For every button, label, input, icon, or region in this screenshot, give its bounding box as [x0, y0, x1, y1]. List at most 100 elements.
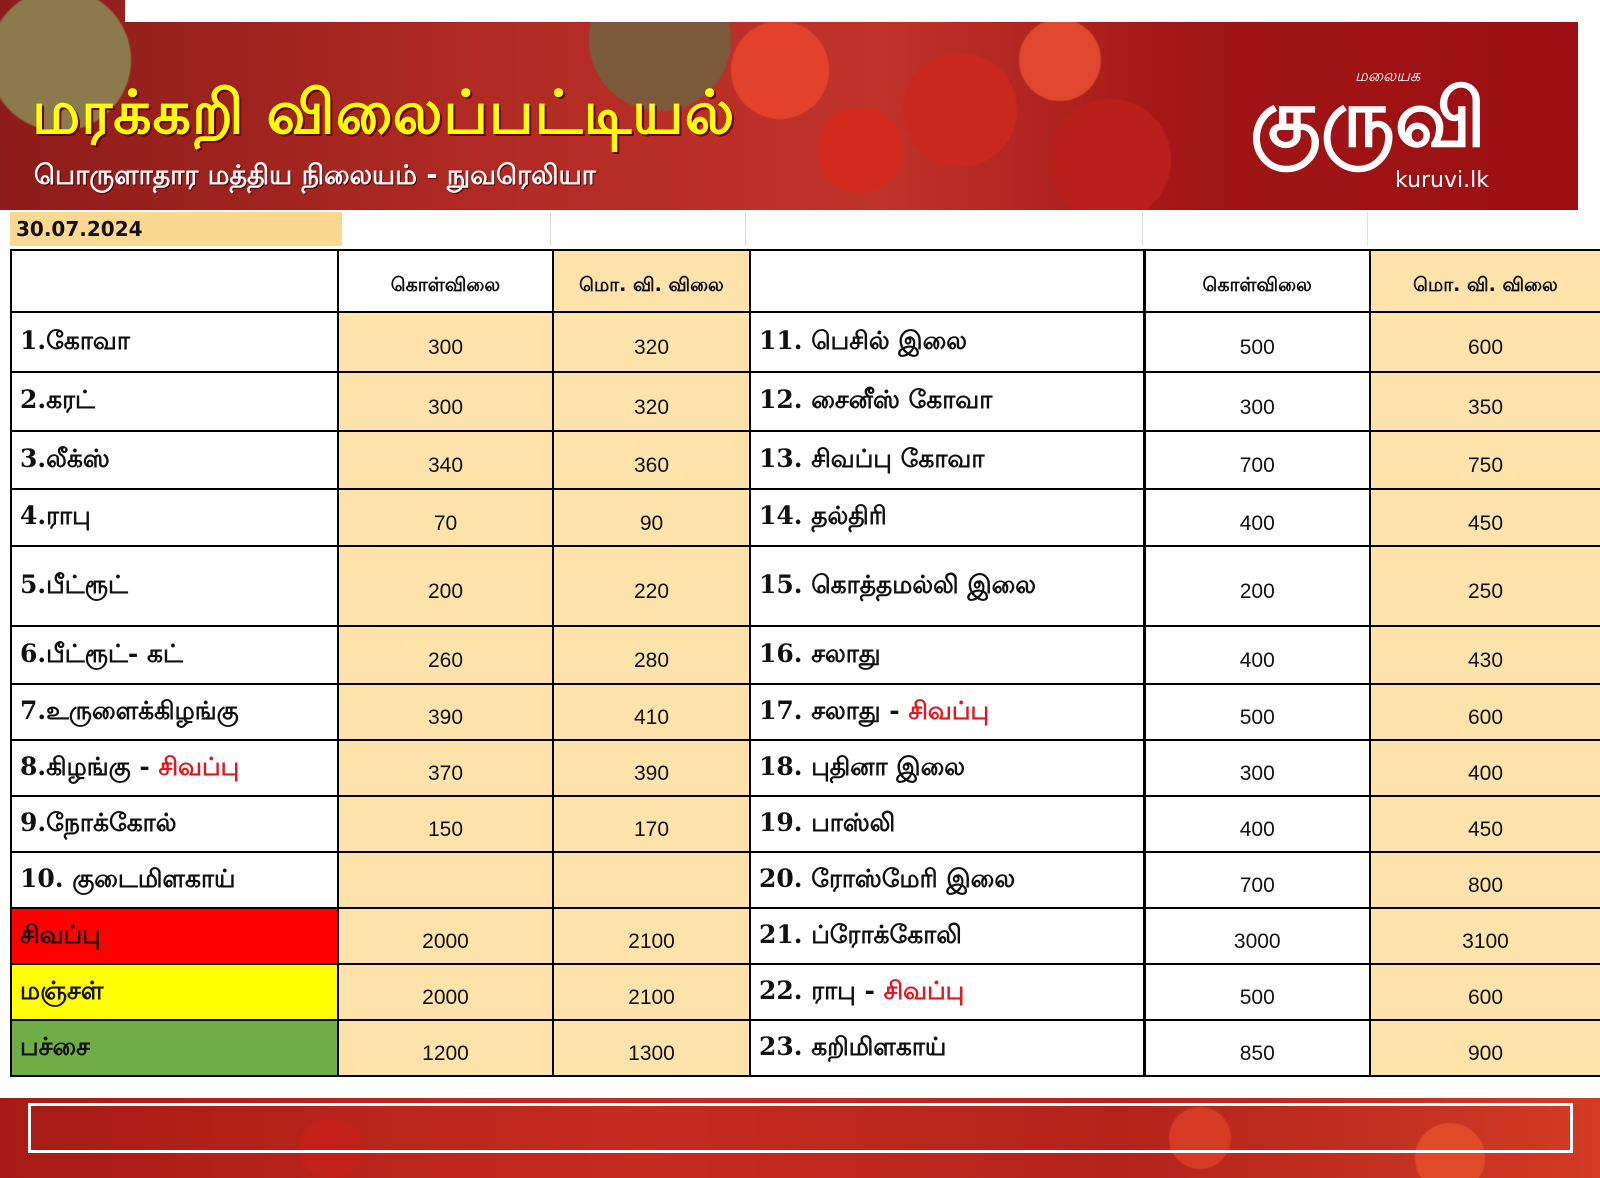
- price-date: 30.07.2024: [10, 212, 342, 246]
- item-name-right: 12. சைனீஸ் கோவா: [749, 371, 1146, 432]
- banner-frame-right: [1578, 0, 1600, 210]
- retail-price-left: 390: [552, 739, 751, 797]
- retail-price-left: [552, 851, 751, 909]
- wholesale-price-right: 500: [1143, 963, 1371, 1021]
- header-banner: [0, 0, 1600, 210]
- item-name-left: மஞ்சள்: [10, 963, 339, 1021]
- wholesale-price-left: 150: [337, 795, 554, 853]
- retail-price-right: 400: [1369, 739, 1600, 797]
- item-name-right: 16. சலாது: [749, 625, 1146, 685]
- table-row: 10. குடைமிளகாய் 20. ரோஸ்மேரி இலை 700 800: [10, 851, 1600, 909]
- item-name-right: 21. ப்ரோக்கோலி: [749, 907, 1146, 965]
- item-name-right: 19. பாஸ்லி: [749, 795, 1146, 853]
- header-blank-left: [10, 249, 339, 313]
- item-name-right: 23. கறிமிளகாய்: [749, 1019, 1146, 1077]
- item-label: 23. கறிமிளகாய்: [759, 1031, 947, 1061]
- item-label: 19. பாஸ்லி: [759, 807, 896, 837]
- item-label: 18. புதினா இலை: [759, 751, 966, 781]
- item-label-red: சிவப்பு: [158, 751, 240, 781]
- item-name-right: 13. சிவப்பு கோவா: [749, 430, 1146, 490]
- retail-price-right: 600: [1369, 683, 1600, 741]
- retail-price-left: 1300: [552, 1019, 751, 1077]
- wholesale-price-left: 2000: [337, 907, 554, 965]
- item-label-red: சிவப்பு: [883, 975, 965, 1005]
- retail-price-left: 320: [552, 311, 751, 373]
- wholesale-price-left: 260: [337, 625, 554, 685]
- item-label: மஞ்சள்: [20, 975, 104, 1005]
- item-name-left: 8.கிழங்கு - சிவப்பு: [10, 739, 339, 797]
- item-name-left: 4.ராபு: [10, 488, 339, 547]
- wholesale-price-left: 370: [337, 739, 554, 797]
- item-label: 7.உருளைக்கிழங்கு: [20, 695, 239, 725]
- table-row: மஞ்சள் 2000 2100 22. ராபு - சிவப்பு 500 600: [10, 963, 1600, 1021]
- kuruvi-logo: மலையக குருவி kuruvi.lk: [1250, 66, 1500, 196]
- retail-price-right: 450: [1369, 488, 1600, 547]
- header-blank-right: [749, 249, 1146, 313]
- retail-price-right: 450: [1369, 795, 1600, 853]
- wholesale-price-left: [337, 851, 554, 909]
- item-label: 4.ராபு: [20, 501, 91, 530]
- wholesale-price-right: 300: [1143, 739, 1371, 797]
- wholesale-price-right: 700: [1143, 851, 1371, 909]
- retail-price-left: 2100: [552, 963, 751, 1021]
- item-label: 13. சிவப்பு கோவா: [759, 443, 985, 473]
- item-name-left: 1.கோவா: [10, 311, 339, 373]
- retail-price-right: 430: [1369, 625, 1600, 685]
- item-label: 22. ராபு -: [759, 975, 884, 1005]
- header-row: கொள்விலை மொ. வி. விலை கொள்விலை மொ. வி. வ…: [10, 249, 1600, 313]
- retail-price-right: 600: [1369, 311, 1600, 373]
- item-label: பச்சை: [20, 1031, 90, 1061]
- retail-price-left: 170: [552, 795, 751, 853]
- wholesale-price-left: 2000: [337, 963, 554, 1021]
- wholesale-price-left: 200: [337, 545, 554, 627]
- item-label: 16. சலாது: [759, 638, 881, 668]
- item-name-left: 10. குடைமிளகாய்: [10, 851, 339, 909]
- banner-frame: [125, 0, 1600, 22]
- wholesale-price-right: 400: [1143, 625, 1371, 685]
- item-label: 12. சைனீஸ் கோவா: [759, 385, 993, 414]
- table-row: பச்சை 1200 1300 23. கறிமிளகாய் 850 900: [10, 1019, 1600, 1077]
- item-name-right: 11. பெசில் இலை: [749, 311, 1146, 373]
- item-label: 9.நோக்கோல்: [20, 807, 177, 837]
- table-row: 4.ராபு 70 90 14. தல்திரி 400 450: [10, 488, 1600, 547]
- item-name-right: 20. ரோஸ்மேரி இலை: [749, 851, 1146, 909]
- item-name-left: 2.கரட்: [10, 371, 339, 432]
- retail-price-left: 410: [552, 683, 751, 741]
- item-name-left: பச்சை: [10, 1019, 339, 1077]
- item-label: 15. கொத்தமல்லி இலை: [759, 569, 1037, 599]
- retail-price-left: 90: [552, 488, 751, 547]
- retail-price-right: 750: [1369, 430, 1600, 490]
- footer-frame: [28, 1103, 1573, 1153]
- wholesale-price-right: 500: [1143, 683, 1371, 741]
- wholesale-price-left: 340: [337, 430, 554, 490]
- retail-price-right: 900: [1369, 1019, 1600, 1077]
- logo-domain: kuruvi.lk: [1395, 168, 1489, 193]
- item-name-left: சிவப்பு: [10, 907, 339, 965]
- item-label: 5.பீட்ரூட்: [20, 569, 128, 599]
- table-row: 9.நோக்கோல் 150 170 19. பாஸ்லி 400 450: [10, 795, 1600, 853]
- wholesale-price-right: 850: [1143, 1019, 1371, 1077]
- item-name-left: 6.பீட்ரூட்- கட்: [10, 625, 339, 685]
- table-row: 5.பீட்ரூட் 200 220 15. கொத்தமல்லி இலை 200 250: [10, 545, 1600, 627]
- item-name-right: 15. கொத்தமல்லி இலை: [749, 545, 1146, 627]
- item-label: 11. பெசில் இலை: [759, 325, 968, 355]
- item-label: 3.லீக்ஸ்: [20, 443, 110, 473]
- retail-price-right: 250: [1369, 545, 1600, 627]
- table-row: சிவப்பு 2000 2100 21. ப்ரோக்கோலி 3000 3100: [10, 907, 1600, 965]
- item-label: 2.கரட்: [20, 385, 95, 414]
- wholesale-price-right: 400: [1143, 488, 1371, 547]
- sheet-gridlines: [342, 212, 1600, 246]
- wholesale-price-left: 1200: [337, 1019, 554, 1077]
- item-name-right: 18. புதினா இலை: [749, 739, 1146, 797]
- item-name-right: 17. சலாது - சிவப்பு: [749, 683, 1146, 741]
- wholesale-price-left: 390: [337, 683, 554, 741]
- item-name-left: 5.பீட்ரூட்: [10, 545, 339, 627]
- wholesale-price-right: 500: [1143, 311, 1371, 373]
- retail-price-left: 280: [552, 625, 751, 685]
- header-retail-right: மொ. வி. விலை: [1369, 249, 1600, 313]
- retail-price-right: 600: [1369, 963, 1600, 1021]
- price-table: கொள்விலை மொ. வி. விலை கொள்விலை மொ. வி. வ…: [10, 249, 1600, 1077]
- logo-wordmark: குருவி: [1250, 71, 1486, 165]
- retail-price-left: 320: [552, 371, 751, 432]
- header-wholesale-left: கொள்விலை: [337, 249, 554, 313]
